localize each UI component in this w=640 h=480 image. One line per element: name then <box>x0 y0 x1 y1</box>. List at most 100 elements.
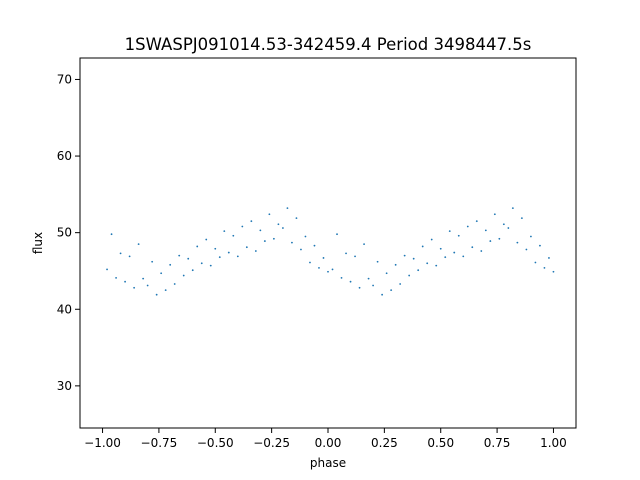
data-point <box>502 223 505 226</box>
data-point <box>119 252 122 255</box>
data-point <box>453 251 456 254</box>
data-point <box>160 272 163 275</box>
data-point <box>340 276 343 279</box>
data-point <box>466 225 469 228</box>
data-point <box>155 293 158 296</box>
data-point <box>520 217 523 220</box>
data-point <box>263 240 266 242</box>
data-point <box>381 293 384 296</box>
data-point <box>516 241 519 244</box>
data-point <box>295 217 298 220</box>
y-tick-label: 60 <box>57 149 72 163</box>
data-point <box>110 233 113 236</box>
data-point <box>403 254 406 257</box>
data-point <box>367 277 370 280</box>
data-point <box>390 289 393 292</box>
data-point <box>358 286 361 289</box>
data-point <box>552 270 555 273</box>
data-point <box>498 237 501 240</box>
data-point <box>291 241 293 244</box>
x-tick-label: −0.75 <box>141 436 178 450</box>
x-tick-label: −0.25 <box>253 436 290 450</box>
data-point <box>115 276 117 279</box>
data-point <box>363 243 365 246</box>
data-point <box>268 213 271 216</box>
data-point <box>304 235 307 238</box>
data-point <box>385 272 388 275</box>
y-tick-label: 50 <box>57 226 72 240</box>
data-point <box>448 230 451 233</box>
data-point <box>435 264 438 267</box>
data-point <box>277 223 280 226</box>
data-point <box>259 229 262 232</box>
data-point <box>124 280 126 283</box>
y-axis-label: flux <box>31 232 45 254</box>
data-point <box>205 238 208 241</box>
data-point <box>282 227 284 229</box>
data-point <box>444 256 447 259</box>
data-point <box>475 220 478 223</box>
x-tick-label: 0.75 <box>484 436 511 450</box>
data-point <box>439 247 442 250</box>
y-axis: 30 40 50 60 70 <box>57 72 80 393</box>
data-point <box>223 230 226 233</box>
data-point <box>462 255 465 258</box>
data-point <box>227 251 230 254</box>
x-tick-label: −1.00 <box>84 436 121 450</box>
data-point <box>236 255 239 258</box>
data-point <box>349 280 352 283</box>
data-point <box>232 234 235 237</box>
chart-title: 1SWASPJ091014.53-342459.4 Period 3498447… <box>125 35 532 54</box>
data-point <box>376 260 379 263</box>
data-point <box>128 255 131 258</box>
data-point <box>313 244 316 247</box>
x-tick-label: −0.50 <box>197 436 234 450</box>
data-point <box>254 250 257 252</box>
x-tick-label: 1.00 <box>540 436 567 450</box>
data-point <box>345 252 347 255</box>
data-point <box>272 237 275 240</box>
data-point <box>408 274 411 277</box>
data-point <box>548 257 550 259</box>
data-point <box>421 245 424 248</box>
data-point <box>399 283 402 285</box>
data-point <box>484 229 487 232</box>
x-tick-label: 0.25 <box>371 436 398 450</box>
data-point <box>539 244 541 247</box>
data-point <box>164 289 167 292</box>
data-point <box>106 268 108 271</box>
data-point <box>372 284 374 287</box>
y-tick-label: 40 <box>57 302 72 316</box>
data-point <box>191 269 194 272</box>
data-point <box>318 267 320 269</box>
data-point <box>245 246 248 249</box>
data-point <box>146 284 149 287</box>
data-point <box>493 213 496 216</box>
data-point <box>182 274 185 277</box>
data-point <box>187 257 190 260</box>
data-point <box>426 262 429 265</box>
scatter-points <box>106 207 555 296</box>
x-axis-label: phase <box>310 456 346 470</box>
data-point <box>151 260 154 263</box>
data-point <box>530 235 532 238</box>
data-point <box>137 243 140 246</box>
data-point <box>331 268 334 271</box>
y-tick-label: 70 <box>57 72 72 86</box>
data-point <box>327 270 329 273</box>
data-point <box>322 257 325 259</box>
data-point <box>507 227 510 229</box>
y-tick-label: 30 <box>57 379 72 393</box>
data-point <box>209 264 212 267</box>
data-point <box>471 246 474 249</box>
data-point <box>173 283 176 285</box>
data-point <box>489 240 492 242</box>
x-tick-label: 0.50 <box>427 436 454 450</box>
data-point <box>200 262 203 265</box>
data-point <box>457 234 460 237</box>
data-point <box>534 261 537 264</box>
data-point <box>241 225 244 228</box>
data-point <box>169 263 172 266</box>
data-point <box>543 267 546 269</box>
